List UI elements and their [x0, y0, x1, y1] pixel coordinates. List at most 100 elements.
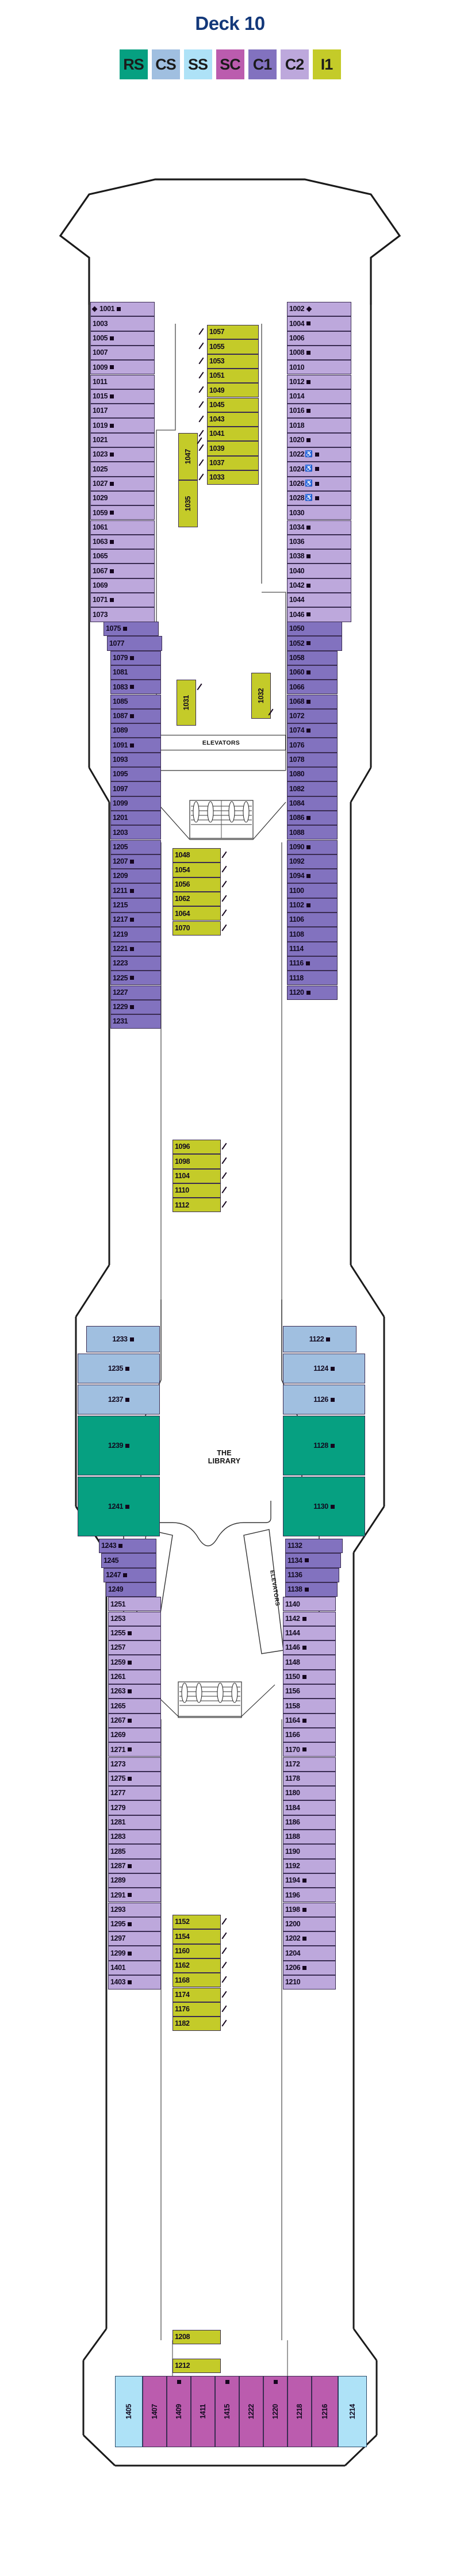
cabin-1023[interactable]: 1023 — [90, 447, 155, 462]
cabin-1265[interactable]: 1265 — [108, 1699, 161, 1713]
cabin-1034[interactable]: 1034 — [287, 520, 351, 535]
cabin-1051[interactable]: 1051 — [207, 368, 259, 384]
cabin-1198[interactable]: 1198 — [283, 1902, 336, 1917]
cabin-1057[interactable]: 1057 — [207, 325, 259, 340]
cabin-1208[interactable]: 1208 — [172, 2330, 221, 2345]
cabin-1096[interactable]: 1096 — [172, 1140, 221, 1155]
cabin-1033[interactable]: 1033 — [207, 470, 259, 485]
cabin-1201[interactable]: 1201 — [110, 810, 161, 826]
cabin-1005[interactable]: 1005 — [90, 331, 155, 346]
cabin-1132[interactable]: 1132 — [285, 1539, 343, 1554]
cabin-1046[interactable]: 1046 — [287, 607, 351, 622]
cabin-1026[interactable]: 1026 ♿ — [287, 476, 351, 491]
cabin-1019[interactable]: 1019 — [90, 418, 155, 433]
cabin-1279[interactable]: 1279 — [108, 1800, 161, 1815]
cabin-1277[interactable]: 1277 — [108, 1786, 161, 1801]
cabin-1220[interactable]: 1220 — [263, 2376, 288, 2447]
cabin-1239[interactable]: 1239 — [78, 1416, 160, 1475]
cabin-1134[interactable]: 1134 — [285, 1553, 341, 1568]
cabin-1150[interactable]: 1150 — [283, 1669, 336, 1684]
cabin-1016[interactable]: 1016 — [287, 404, 351, 419]
cabin-1172[interactable]: 1172 — [283, 1757, 336, 1772]
cabin-1090[interactable]: 1090 — [287, 839, 338, 854]
cabin-1170[interactable]: 1170 — [283, 1742, 336, 1757]
cabin-1403[interactable]: 1403 — [108, 1975, 161, 1990]
cabin-1099[interactable]: 1099 — [110, 796, 161, 811]
cabin-1176[interactable]: 1176 — [172, 2002, 221, 2017]
cabin-1054[interactable]: 1054 — [172, 862, 221, 877]
cabin-1116[interactable]: 1116 — [287, 956, 338, 971]
cabin-1128[interactable]: 1128 — [283, 1416, 365, 1475]
cabin-1215[interactable]: 1215 — [110, 898, 161, 913]
cabin-1056[interactable]: 1056 — [172, 877, 221, 892]
cabin-1257[interactable]: 1257 — [108, 1640, 161, 1655]
cabin-1216[interactable]: 1216 — [312, 2376, 338, 2447]
legend-chip-c2[interactable]: C2 — [280, 49, 309, 79]
cabin-1077[interactable]: 1077 — [107, 636, 162, 651]
cabin-1045[interactable]: 1045 — [207, 397, 259, 412]
cabin-1249[interactable]: 1249 — [106, 1582, 156, 1597]
cabin-1021[interactable]: 1021 — [90, 432, 155, 447]
cabin-1049[interactable]: 1049 — [207, 383, 259, 398]
cabin-1160[interactable]: 1160 — [172, 1943, 221, 1958]
cabin-1186[interactable]: 1186 — [283, 1815, 336, 1830]
cabin-1407[interactable]: 1407 — [143, 2376, 167, 2447]
cabin-1102[interactable]: 1102 — [287, 898, 338, 913]
cabin-1055[interactable]: 1055 — [207, 339, 259, 354]
cabin-1069[interactable]: 1069 — [90, 578, 155, 593]
cabin-1120[interactable]: 1120 — [287, 985, 338, 1000]
cabin-1097[interactable]: 1097 — [110, 781, 161, 796]
cabin-1104[interactable]: 1104 — [172, 1168, 221, 1183]
cabin-1030[interactable]: 1030 — [287, 505, 351, 520]
cabin-1106[interactable]: 1106 — [287, 913, 338, 927]
cabin-1081[interactable]: 1081 — [110, 665, 161, 680]
cabin-1295[interactable]: 1295 — [108, 1916, 161, 1932]
cabin-1006[interactable]: 1006 — [287, 331, 351, 346]
cabin-1100[interactable]: 1100 — [287, 883, 338, 898]
cabin-1064[interactable]: 1064 — [172, 906, 221, 921]
cabin-1231[interactable]: 1231 — [110, 1014, 161, 1029]
cabin-1067[interactable]: 1067 — [90, 564, 155, 578]
cabin-1114[interactable]: 1114 — [287, 941, 338, 956]
cabin-1178[interactable]: 1178 — [283, 1771, 336, 1787]
cabin-1148[interactable]: 1148 — [283, 1655, 336, 1670]
cabin-1299[interactable]: 1299 — [108, 1946, 161, 1961]
cabin-1058[interactable]: 1058 — [287, 650, 338, 665]
cabin-1066[interactable]: 1066 — [287, 680, 338, 695]
cabin-1291[interactable]: 1291 — [108, 1888, 161, 1903]
cabin-1142[interactable]: 1142 — [283, 1611, 336, 1626]
cabin-1094[interactable]: 1094 — [287, 869, 338, 884]
cabin-1002[interactable]: 1002 — [287, 302, 351, 317]
cabin-1180[interactable]: 1180 — [283, 1786, 336, 1801]
cabin-1168[interactable]: 1168 — [172, 1973, 221, 1988]
cabin-1011[interactable]: 1011 — [90, 374, 155, 389]
cabin-1243[interactable]: 1243 — [99, 1539, 156, 1554]
legend-chip-i1[interactable]: I1 — [312, 49, 341, 79]
cabin-1044[interactable]: 1044 — [287, 593, 351, 608]
cabin-1263[interactable]: 1263 — [108, 1684, 161, 1699]
cabin-1089[interactable]: 1089 — [110, 723, 161, 738]
cabin-1025[interactable]: 1025 — [90, 462, 155, 477]
cabin-1184[interactable]: 1184 — [283, 1800, 336, 1815]
cabin-1084[interactable]: 1084 — [287, 796, 338, 811]
cabin-1285[interactable]: 1285 — [108, 1844, 161, 1859]
cabin-1192[interactable]: 1192 — [283, 1858, 336, 1873]
cabin-1004[interactable]: 1004 — [287, 316, 351, 331]
cabin-1411[interactable]: 1411 — [191, 2376, 215, 2447]
cabin-1287[interactable]: 1287 — [108, 1858, 161, 1873]
cabin-1253[interactable]: 1253 — [108, 1611, 161, 1626]
cabin-1200[interactable]: 1200 — [283, 1916, 336, 1932]
cabin-1028[interactable]: 1028 ♿ — [287, 490, 351, 506]
cabin-1275[interactable]: 1275 — [108, 1771, 161, 1787]
cabin-1087[interactable]: 1087 — [110, 708, 161, 724]
cabin-1210[interactable]: 1210 — [283, 1975, 336, 1990]
cabin-1078[interactable]: 1078 — [287, 752, 338, 767]
cabin-1206[interactable]: 1206 — [283, 1960, 336, 1975]
cabin-1401[interactable]: 1401 — [108, 1960, 161, 1975]
cabin-1118[interactable]: 1118 — [287, 971, 338, 986]
cabin-1038[interactable]: 1038 — [287, 549, 351, 564]
cabin-1261[interactable]: 1261 — [108, 1669, 161, 1684]
cabin-1071[interactable]: 1071 — [90, 593, 155, 608]
cabin-1092[interactable]: 1092 — [287, 854, 338, 869]
cabin-1245[interactable]: 1245 — [101, 1553, 156, 1568]
